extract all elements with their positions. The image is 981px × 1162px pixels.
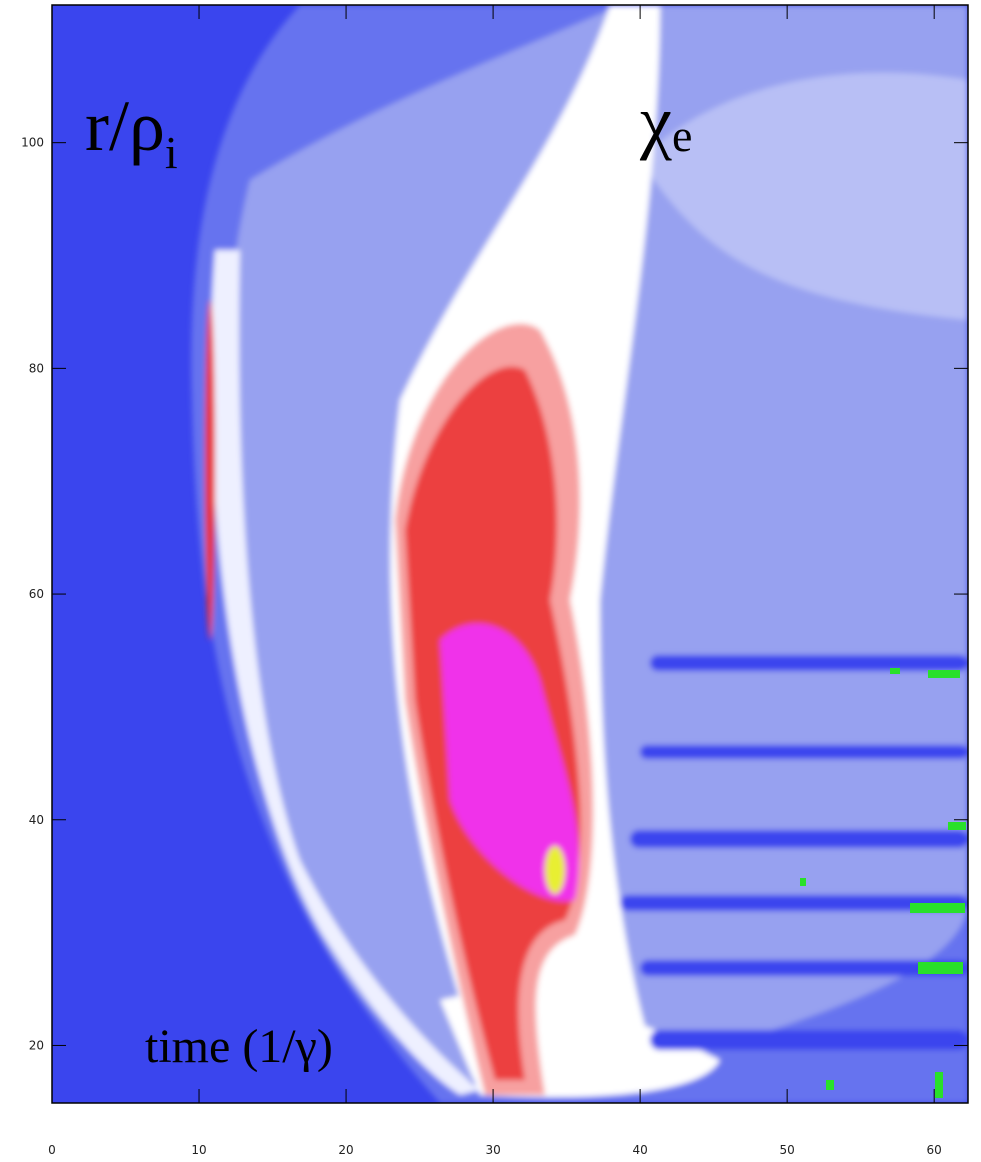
annotation-radius: r/ρi bbox=[85, 86, 178, 178]
x-tick-label: 10 bbox=[191, 1143, 206, 1157]
x-tick-label: 30 bbox=[485, 1143, 500, 1157]
x-tick-label: 20 bbox=[338, 1143, 353, 1157]
y-tick-label: 60 bbox=[29, 587, 44, 601]
y-tick-label: 40 bbox=[29, 813, 44, 827]
x-tick-label: 50 bbox=[780, 1143, 795, 1157]
y-tick-label: 80 bbox=[29, 361, 44, 375]
annotation-text: χ bbox=[639, 81, 672, 161]
annotation-text: r/ρ bbox=[85, 86, 165, 166]
contour-level-6 bbox=[440, 623, 580, 902]
y-tick-label: 100 bbox=[21, 136, 44, 150]
contour-crescent bbox=[210, 250, 480, 1095]
annotation-subscript: i bbox=[165, 127, 178, 178]
axes: 0 10 20 30 40 50 60 20 40 60 80 100 bbox=[21, 5, 968, 1157]
contour-regions bbox=[191, 5, 968, 1103]
x-tick-label: 40 bbox=[632, 1143, 647, 1157]
y-tick-label: 20 bbox=[29, 1038, 44, 1052]
annotation-chi: χe bbox=[639, 81, 692, 161]
contour-level-8 bbox=[800, 668, 966, 1098]
contour-level-3 bbox=[640, 72, 968, 320]
annotation-subscript: e bbox=[672, 110, 692, 161]
dark-streaks bbox=[620, 655, 968, 1050]
annotation-time: time (1/γ) bbox=[145, 1020, 333, 1073]
x-tick-label: 60 bbox=[927, 1143, 942, 1157]
x-tick-label: 0 bbox=[48, 1143, 56, 1157]
contour-level-7 bbox=[545, 846, 565, 894]
plot-frame bbox=[51, 4, 969, 1104]
contour-field bbox=[52, 5, 968, 1103]
contour-stripe bbox=[205, 300, 215, 640]
